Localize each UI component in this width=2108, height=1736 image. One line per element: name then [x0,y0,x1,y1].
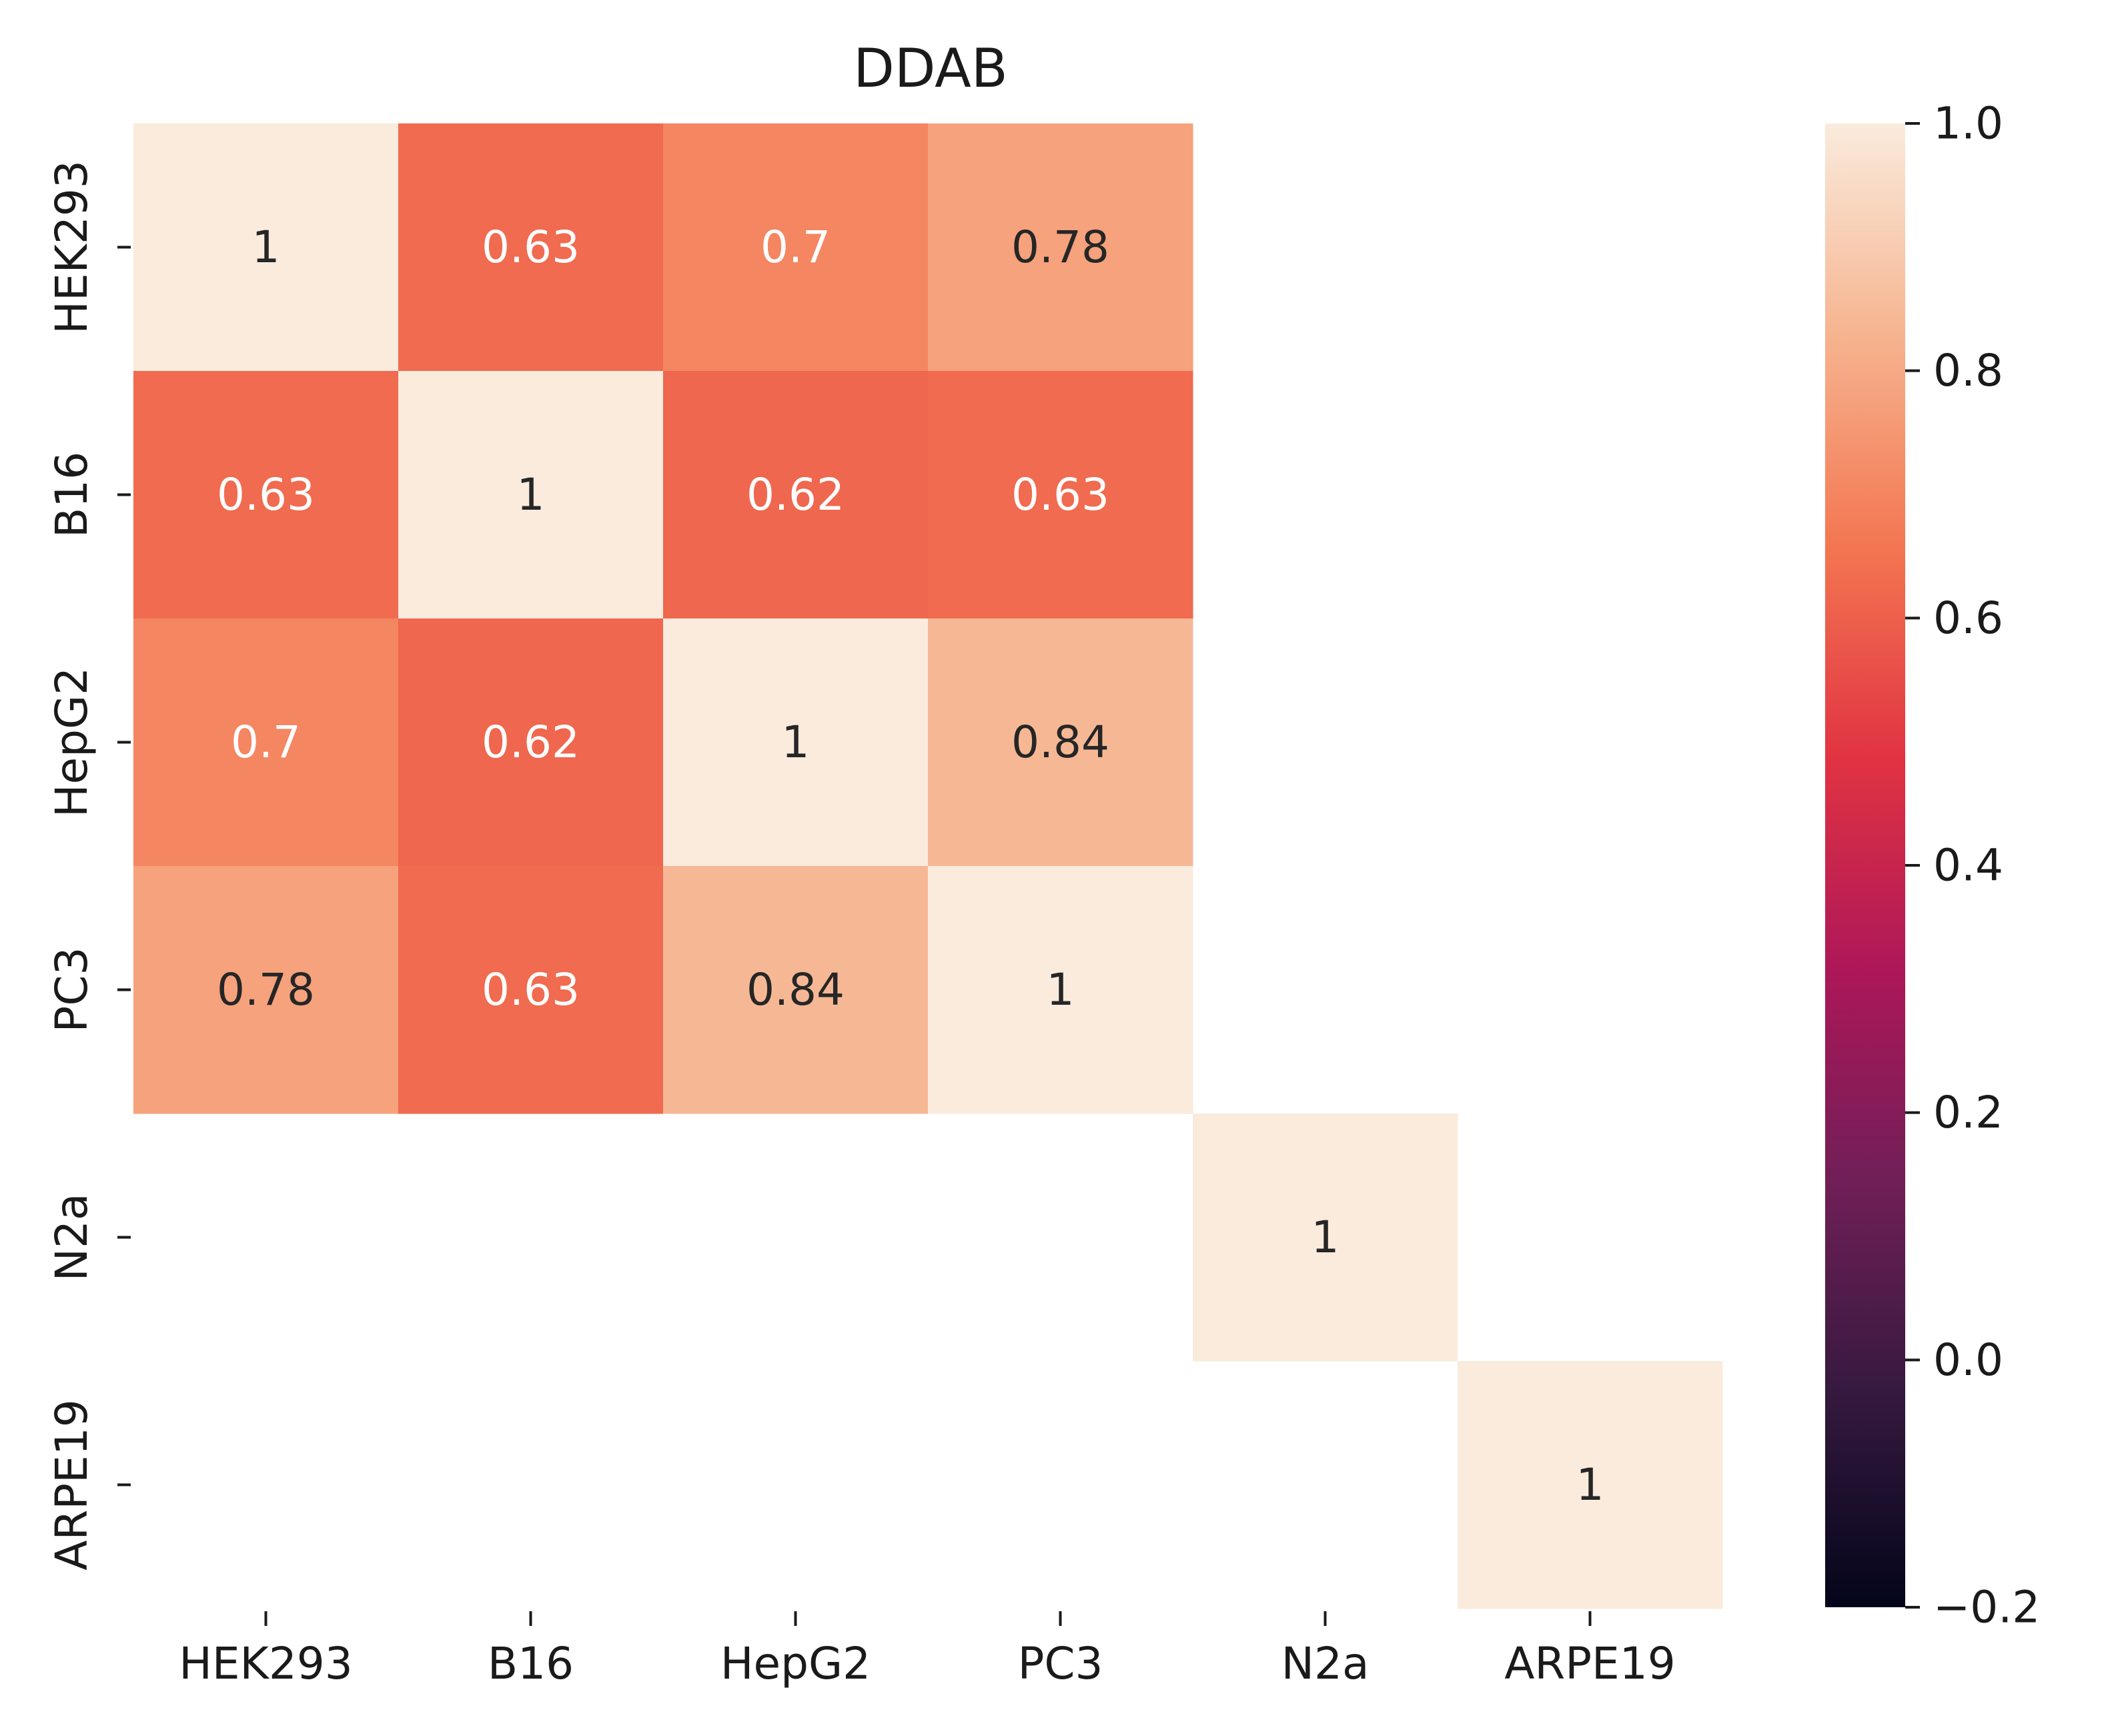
colorbar-tick-label: 0.4 [1933,840,2003,891]
heatmap-cells [133,123,1723,1609]
chart-title: DDAB [853,37,1007,99]
cell-value-label: 0.7 [231,717,301,768]
heatmap-cell [1458,1361,1723,1609]
cell-value-label: 0.62 [746,469,845,520]
heatmap-cell [133,371,399,619]
colorbar-gradient [1825,123,1905,1607]
x-tick-label: HEK293 [179,1638,353,1689]
heatmap-cell [133,866,399,1114]
colorbar-tick-label: 0.6 [1933,592,2003,644]
x-tick-label: N2a [1281,1638,1370,1689]
heatmap-cell [398,123,664,372]
cell-value-label: 0.63 [217,469,315,520]
heatmap-cell [663,866,929,1114]
cell-value-label: 0.78 [217,964,315,1015]
cell-value-label: 0.63 [1011,469,1109,520]
cell-value-label: 1 [1047,964,1075,1015]
heatmap-cell [928,866,1193,1114]
heatmap-cell [663,123,929,372]
x-axis: HEK293 B16 HepG2 PC3 N2a ARPE19 [179,1611,1676,1689]
colorbar-tick-label: 1.0 [1933,98,2003,149]
heatmap-cell [398,866,664,1114]
cell-value-label: 0.84 [746,964,845,1015]
colorbar-tick-label: 0.8 [1933,345,2003,396]
heatmap-cell [928,371,1193,619]
y-axis: HEK293 B16 HepG2 PC3 N2a ARPE19 [46,160,131,1571]
cell-value-label: 0.62 [482,717,580,768]
x-tick-label: PC3 [1018,1638,1103,1689]
x-tick-label: ARPE19 [1504,1638,1676,1689]
colorbar-tick-label: 0.2 [1933,1087,2003,1138]
heatmap-cell [663,371,929,619]
y-tick-label: HepG2 [46,667,97,817]
heatmap-cell [928,618,1193,867]
cell-value-label: 0.78 [1011,222,1109,273]
cell-value-label: 0.63 [482,222,580,273]
x-tick-label: HepG2 [720,1638,871,1689]
heatmap-cell [398,618,664,867]
cell-value-labels: 1 0.63 0.7 0.78 0.63 1 0.62 0.63 0.7 0.62 1 0.84 0.7… [217,222,1604,1510]
cell-value-label: 1 [782,717,810,768]
y-tick-label: HEK293 [46,160,97,334]
heatmap-cell [133,123,399,372]
cell-value-label: 1 [1311,1212,1340,1263]
cell-value-label: 1 [1576,1459,1604,1510]
heatmap-cell [133,618,399,867]
heatmap-cell [398,371,664,619]
colorbar-tick-label: −0.2 [1933,1582,2040,1633]
heatmap-cell [928,123,1193,372]
cell-value-label: 0.63 [482,964,580,1015]
colorbar-tick-label: 0.0 [1933,1334,2003,1386]
cell-value-label: 1 [517,469,545,520]
y-tick-label: B16 [46,452,97,538]
cell-value-label: 0.84 [1011,717,1109,768]
y-tick-label: ARPE19 [46,1399,97,1571]
cell-value-label: 1 [252,222,280,273]
y-tick-label: N2a [46,1194,97,1282]
heatmap-cell [663,618,929,867]
cell-value-label: 0.7 [760,222,831,273]
heatmap-cell [1193,1114,1458,1362]
y-tick-label: PC3 [46,947,97,1033]
x-tick-label: B16 [488,1638,574,1689]
colorbar: 1.0 0.8 0.6 0.4 0.2 0.0 −0.2 [1825,98,2040,1633]
